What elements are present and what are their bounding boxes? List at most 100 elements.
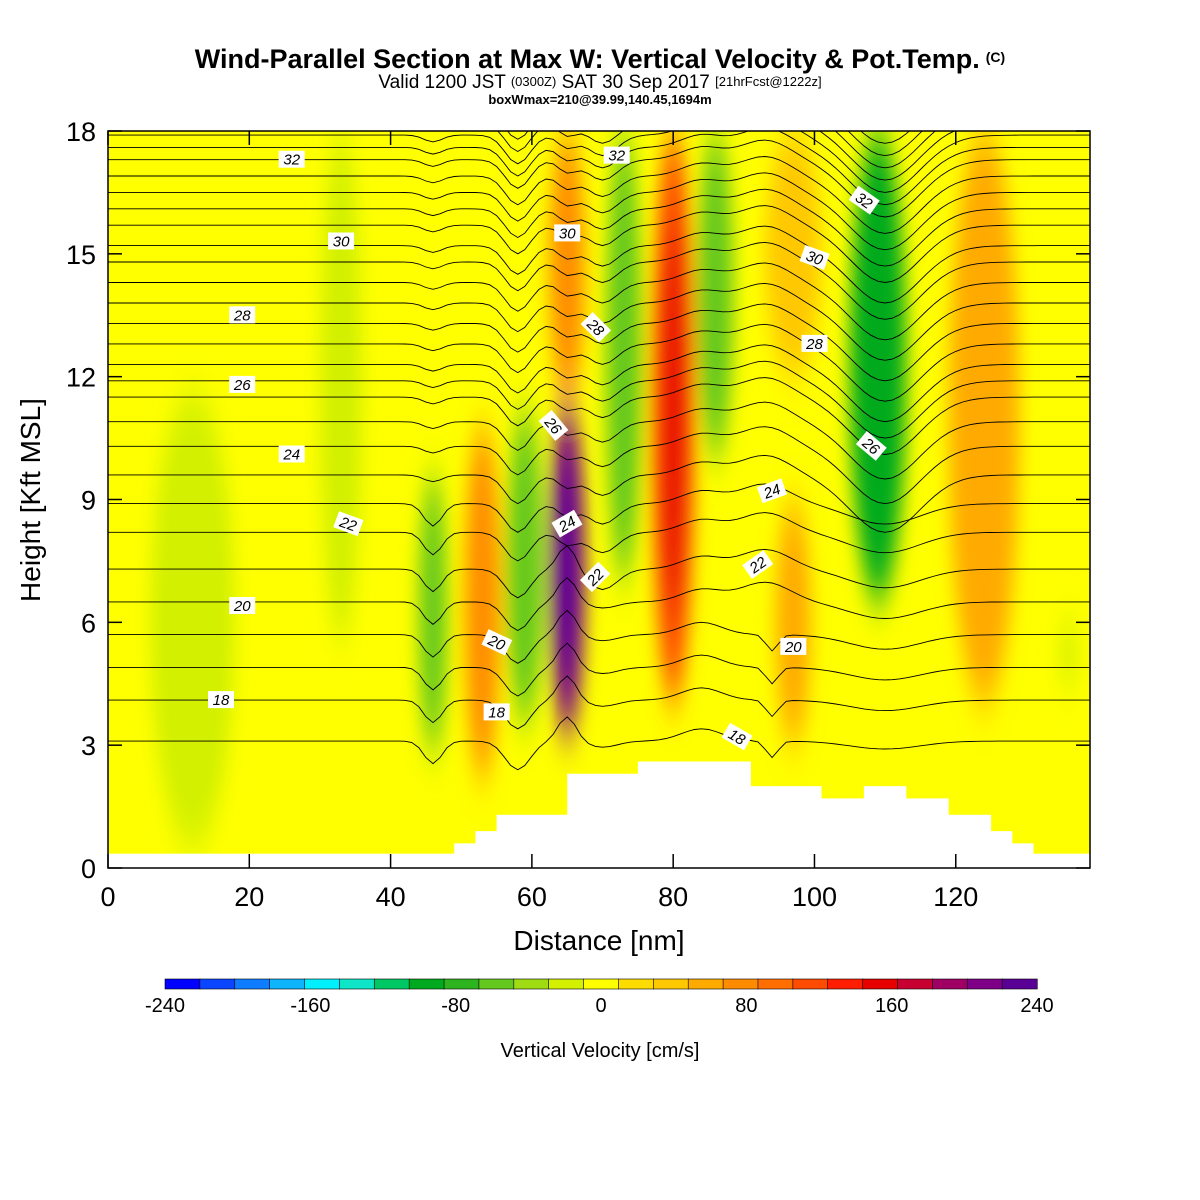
subtitle-utc: (0300Z) xyxy=(510,74,557,89)
contour-label-text: 24 xyxy=(761,481,783,503)
colorbar-swatch xyxy=(478,978,515,990)
contour-label-text: 30 xyxy=(333,234,350,251)
contour-label-text: 30 xyxy=(804,248,826,270)
theta-contour xyxy=(108,156,1090,234)
theta-contour xyxy=(108,377,1090,455)
y-tick-label: 18 xyxy=(66,117,96,147)
contour-label-box xyxy=(756,478,788,504)
theta-contour xyxy=(108,323,1090,402)
x-tick-label: 0 xyxy=(100,882,115,912)
theta-contour xyxy=(108,131,1090,206)
contour-label-box xyxy=(742,550,774,580)
contour-label: 30 xyxy=(328,232,355,251)
colorbar: -240 -160 -80 0 80 160 240 xyxy=(145,978,1054,1017)
colorbar-swatch xyxy=(304,978,340,990)
contour-label: 20 xyxy=(229,597,256,615)
x-axis-label: Distance [nm] xyxy=(513,925,684,956)
colorbar-swatch xyxy=(757,978,794,990)
contour-label: 30 xyxy=(554,224,581,242)
contour-label: 18 xyxy=(483,703,510,721)
w-feature xyxy=(507,409,543,725)
colorbar-tick-label: -240 xyxy=(145,995,185,1017)
colorbar-swatch xyxy=(1001,978,1038,990)
contour-label-box xyxy=(229,306,256,324)
theta-contour xyxy=(108,344,1090,423)
contour-label: 24 xyxy=(756,478,788,504)
contour-label-box xyxy=(580,311,612,343)
colorbar-tick-label: -80 xyxy=(441,995,470,1017)
theta-contour xyxy=(108,483,1090,533)
y-tick-label: 9 xyxy=(81,486,96,516)
y-tick-label: 0 xyxy=(81,854,96,884)
colorbar-label: Vertical Velocity [cm/s] xyxy=(501,1040,700,1062)
x-tick-label: 120 xyxy=(933,882,978,912)
theta-contour xyxy=(507,131,937,169)
contour-label-text: 24 xyxy=(282,447,300,464)
contour-label-box xyxy=(855,431,887,461)
contour-label-box xyxy=(328,232,355,250)
w-feature xyxy=(319,131,363,643)
colorbar-swatch xyxy=(548,978,585,990)
colorbar-swatch xyxy=(687,978,724,990)
y-tick-label: 12 xyxy=(66,363,96,393)
theta-contour xyxy=(108,225,1090,304)
contour-label-text: 22 xyxy=(336,513,359,535)
theta-contour xyxy=(108,675,1090,730)
x-tick-label: 60 xyxy=(517,882,547,912)
theta-contour xyxy=(108,139,1090,218)
contour-label-box xyxy=(481,629,513,656)
colorbar-swatch xyxy=(199,978,236,990)
contour-label-text: 18 xyxy=(488,704,505,721)
colorbar-swatch xyxy=(583,978,620,990)
contour-label-text: 20 xyxy=(784,639,802,656)
theta-contour xyxy=(108,577,1090,632)
w-feature xyxy=(150,393,236,848)
contour-label: 28 xyxy=(229,306,256,324)
terrain xyxy=(447,761,1048,868)
w-feature xyxy=(1058,622,1080,684)
theta-contour xyxy=(108,205,1090,283)
colorbar-swatch xyxy=(234,978,271,990)
colorbar-swatch xyxy=(269,978,306,990)
colorbar-swatch xyxy=(792,978,829,990)
chart-subtitle: Valid 1200 JST (0300Z) SAT 30 Sep 2017 [… xyxy=(0,72,1200,94)
contour-label: 22 xyxy=(579,561,611,593)
theta-contour xyxy=(108,303,1090,382)
colorbar-tick-label: 160 xyxy=(875,995,908,1017)
colorbar-swatch xyxy=(966,978,1003,990)
theta-contour xyxy=(108,131,1090,193)
contour-label: 20 xyxy=(481,629,513,656)
w-feature xyxy=(948,131,1020,705)
y-tick-label: 15 xyxy=(66,240,96,270)
colorbar-swatch xyxy=(618,978,654,990)
contour-label-box xyxy=(801,334,828,352)
chart-title: Wind-Parallel Section at Max W: Vertical… xyxy=(0,44,1200,75)
contour-label-text: 26 xyxy=(233,377,251,394)
plot-background xyxy=(108,131,1090,868)
contour-label-box xyxy=(551,509,583,538)
w-feature-core xyxy=(557,451,577,687)
colorbar-swatch xyxy=(827,978,864,990)
theta-contour xyxy=(108,401,1090,480)
subtitle-forecast: [21hrFcst@1222z] xyxy=(715,74,822,89)
theta-contour xyxy=(108,454,1090,533)
x-tick-label: 80 xyxy=(658,882,688,912)
contour-label-box xyxy=(333,511,364,537)
contour-label: 24 xyxy=(278,445,305,464)
title-mark: (C) xyxy=(985,49,1006,65)
title-main: Wind-Parallel Section at Max W: Vertical… xyxy=(194,44,980,74)
contour-label-box xyxy=(603,146,630,164)
x-tick-label: 20 xyxy=(234,882,264,912)
contour-label-box xyxy=(721,722,753,751)
subtitle-date: SAT 30 Sep 2017 xyxy=(561,72,710,93)
contour-label-box xyxy=(208,691,234,709)
contour-label-text: 32 xyxy=(608,148,625,165)
colorbar-swatch xyxy=(932,978,968,990)
chart-subtitle-box: boxWmax=210@39.99,140.45,1694m xyxy=(488,92,712,107)
colorbar-swatch xyxy=(164,978,201,990)
y-tick-label: 3 xyxy=(81,731,96,761)
contour-label-box xyxy=(278,445,305,463)
theta-contour xyxy=(108,545,1090,599)
